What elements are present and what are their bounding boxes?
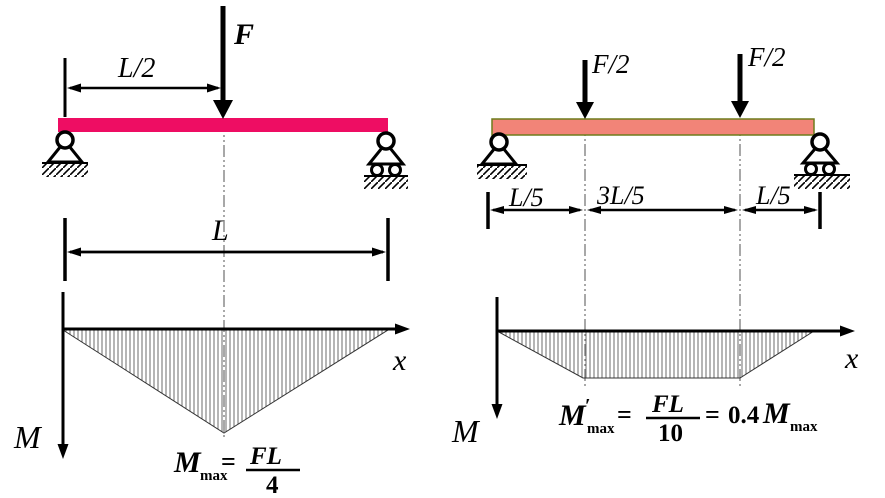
formula-ref: M	[762, 397, 791, 430]
formula-ref-sub: max	[790, 419, 818, 435]
right-beam-system: F/2 F/2 L/5 3L/5 L/5	[451, 42, 859, 449]
dim-full-label: L	[211, 214, 229, 247]
left-beam-system: F L/2 L x M M m	[13, 6, 410, 498]
right-x-axis-label: x	[844, 342, 859, 375]
left-beam	[58, 118, 388, 132]
left-roller-support	[364, 131, 408, 189]
left-moment-diagram	[57, 292, 410, 459]
pin-hinge-circle	[489, 132, 509, 152]
force-f-label: F	[233, 18, 254, 51]
right-moment-diagram	[491, 297, 855, 419]
m-axis-arrowhead	[491, 404, 503, 419]
formula-denominator: 4	[266, 472, 279, 498]
formula-equals2: =	[705, 400, 720, 429]
formula-lhs: M	[558, 399, 587, 432]
left-dim-full	[63, 218, 390, 281]
left-x-axis-label: x	[392, 344, 407, 377]
moment-trapezoid	[496, 330, 816, 379]
right-beam	[492, 119, 814, 135]
formula-equals1: =	[617, 400, 632, 429]
dim-half-label: L/2	[117, 53, 155, 84]
pin-hinge-circle	[55, 130, 75, 150]
formula-numerator: FL	[651, 391, 684, 418]
right-roller-support	[794, 132, 850, 189]
formula-coefficient: 0.4	[728, 402, 760, 429]
roller-wheel	[822, 162, 836, 176]
moment-triangle	[61, 329, 390, 434]
ground-hatch	[477, 166, 527, 179]
formula-mmax-prime: M ′ max = FL 10 = 0.4 M max	[558, 391, 818, 447]
ground-hatch	[42, 164, 88, 177]
roller-triangle	[365, 140, 407, 166]
roller-wheel	[388, 163, 402, 177]
m-axis-arrowhead	[57, 444, 69, 459]
formula-prime: ′	[585, 395, 591, 417]
force-f2-left-label: F/2	[591, 49, 630, 79]
roller-wheel	[804, 162, 818, 176]
force-arrow-f2-right	[731, 54, 749, 118]
left-m-axis-label: M	[13, 419, 43, 455]
dim-label-3l5: 3L/5	[596, 181, 645, 210]
formula-denominator: 10	[658, 420, 683, 447]
left-pin-support	[42, 130, 88, 177]
x-axis-arrowhead	[395, 323, 410, 335]
dim-label-l5-left: L/5	[508, 183, 544, 212]
ground-hatch	[794, 176, 850, 189]
right-dim-chain	[486, 192, 822, 229]
right-pin-support	[477, 132, 527, 179]
formula-equals: =	[221, 447, 236, 476]
dim-label-l5-right: L/5	[755, 181, 791, 210]
formula-mmax: M max = FL 4	[173, 443, 300, 498]
force-f2-right-label: F/2	[747, 42, 786, 72]
ground-hatch	[364, 177, 408, 189]
left-dim-half	[63, 58, 221, 117]
right-beam-border	[491, 118, 815, 136]
formula-lhs-sub: max	[587, 421, 615, 437]
roller-hinge-circle	[376, 131, 396, 151]
roller-wheel	[370, 163, 384, 177]
force-arrow-f	[213, 6, 233, 119]
right-m-axis-label: M	[451, 413, 481, 449]
force-arrow-f2-left	[576, 60, 594, 119]
formula-numerator: FL	[249, 443, 282, 470]
formula-lhs: M	[173, 446, 202, 479]
roller-triangle	[799, 140, 841, 165]
formula-lhs-sub: max	[200, 468, 228, 484]
x-axis-arrowhead	[840, 325, 855, 337]
roller-hinge-circle	[810, 132, 830, 152]
